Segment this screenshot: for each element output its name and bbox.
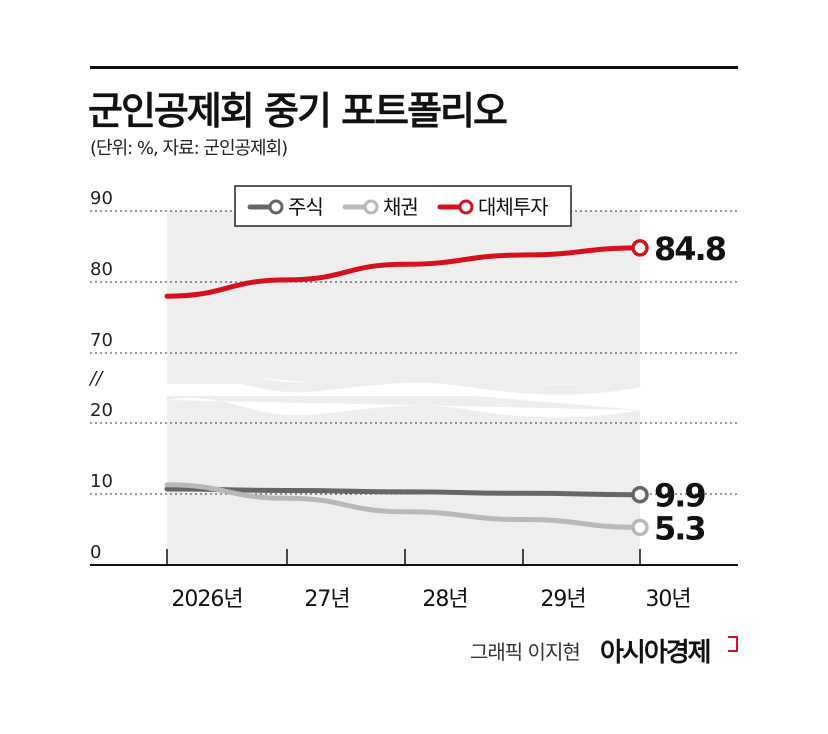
y-tick-label: 0 [90, 542, 101, 563]
y-tick-label: 80 [90, 259, 113, 280]
x-tick-label: 30년 [645, 587, 690, 612]
top-rule [90, 66, 738, 69]
end-value-label-0: 9.9 [654, 477, 705, 515]
legend-swatch-marker [268, 199, 284, 215]
brand-logo: 아시아경제 [600, 638, 712, 668]
chart-title: 군인공제회 중기 포트폴리오 [88, 89, 508, 133]
axis-break-mark: // [88, 368, 104, 389]
chart-subtitle: (단위: %, 자료: 군인공제회) [90, 138, 288, 159]
series-line-1 [164, 482, 643, 530]
graphic-credit: 그래픽 이지현 [470, 640, 581, 664]
legend-swatch-marker [458, 199, 474, 215]
y-tick-label: 70 [90, 330, 113, 351]
y-tick-label: 20 [90, 400, 113, 421]
legend-label: 채권 [383, 195, 418, 219]
x-tick-label: 29년 [540, 587, 585, 612]
y-tick-label: 90 [90, 188, 113, 209]
end-value-label-1: 5.3 [654, 509, 705, 547]
series-end-point-0 [631, 485, 649, 504]
series-line-2 [164, 245, 643, 299]
legend-label: 주식 [288, 195, 323, 219]
x-tick-label: 28년 [422, 587, 467, 612]
legend-label: 대체투자 [478, 195, 548, 219]
legend-box [234, 185, 572, 227]
legend-swatch-marker [363, 199, 379, 215]
series-end-point-1 [631, 518, 649, 537]
series-end-point-2 [631, 239, 649, 257]
x-tick-label: 27년 [304, 587, 349, 612]
axis-break-wave-top [166, 365, 641, 395]
plot-background-upper [167, 211, 640, 353]
end-value-label-2: 84.8 [654, 230, 726, 268]
axis-break-band [167, 368, 640, 418]
y-tick-label: 10 [90, 471, 113, 492]
x-tick-label: 2026년 [171, 587, 242, 612]
series-line-0 [164, 486, 643, 498]
brand-mark-icon [728, 636, 738, 652]
